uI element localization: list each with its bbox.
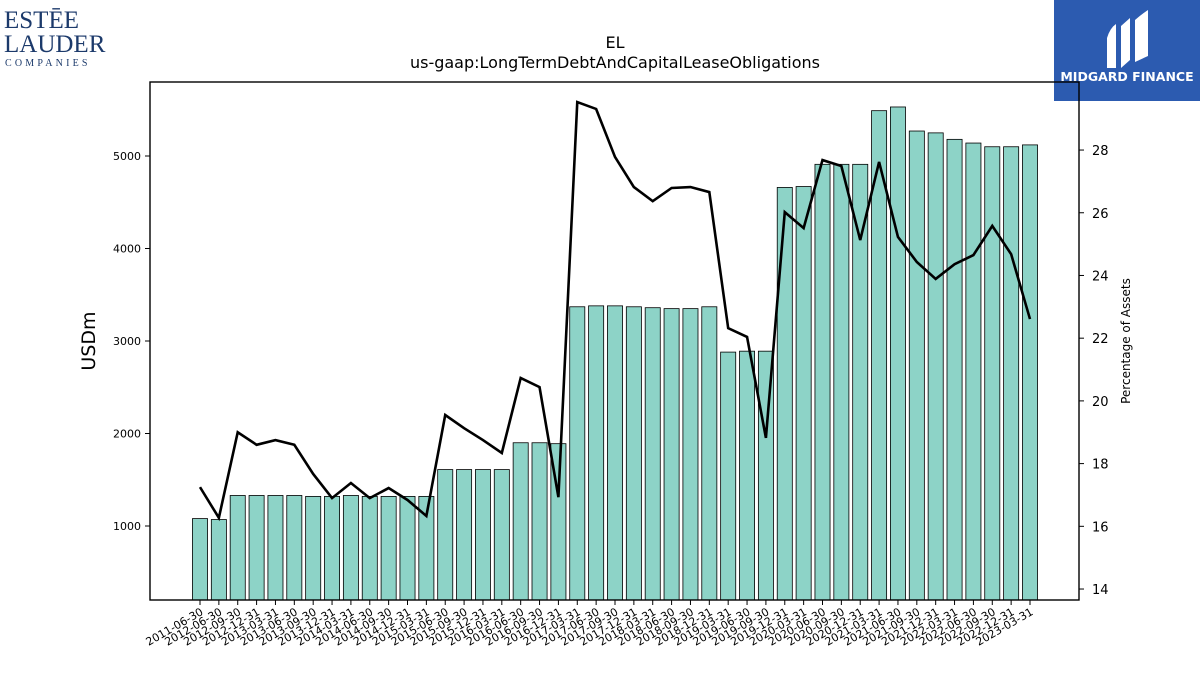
bar: [720, 351, 737, 601]
bar: [305, 495, 322, 601]
bar: [739, 350, 755, 601]
bar: [908, 130, 925, 601]
brand-logo-line: LAUDER: [4, 31, 106, 58]
brand-logo-line: COMPANIES: [5, 58, 91, 69]
y-tick-label: 2000: [113, 428, 141, 441]
bar: [625, 306, 642, 601]
y-axis-label: USDm: [78, 311, 100, 370]
bar: [852, 163, 869, 601]
bar: [456, 469, 473, 601]
bar: [267, 495, 284, 601]
bar: [776, 187, 793, 601]
bar: [607, 305, 623, 601]
y2-tick-label: 20: [1092, 395, 1109, 410]
bar: [399, 495, 416, 601]
y-tick-label: 5000: [113, 150, 141, 163]
bar: [588, 305, 605, 601]
bar: [324, 495, 340, 601]
chart-subtitle: us-gaap:LongTermDebtAndCapitalLeaseOblig…: [410, 53, 820, 72]
y2-tick-label: 28: [1092, 144, 1109, 159]
bar: [342, 495, 359, 601]
bar: [569, 306, 586, 601]
bar: [493, 469, 510, 601]
bar: [965, 142, 982, 601]
bar: [1022, 144, 1038, 601]
bar: [475, 469, 491, 601]
bar: [663, 308, 680, 601]
y2-tick-label: 16: [1092, 520, 1109, 535]
bar: [644, 307, 661, 601]
brand-logo-line: ESTĒE: [4, 7, 79, 34]
bar: [833, 163, 850, 601]
y2-axis-label: Percentage of Assets: [1119, 278, 1133, 404]
y2-tick-label: 14: [1092, 583, 1109, 598]
bar: [248, 495, 265, 601]
y-tick-label: 1000: [113, 520, 141, 533]
y2-tick-label: 18: [1092, 458, 1109, 473]
bar: [512, 442, 529, 601]
bar: [984, 146, 1001, 601]
bar: [192, 518, 208, 601]
bar: [437, 469, 454, 601]
bar: [946, 138, 963, 601]
line: [198, 100, 1032, 522]
bar: [1003, 146, 1020, 601]
bar: [927, 132, 944, 601]
bar: [210, 519, 227, 601]
chart-title: EL: [605, 33, 624, 52]
bar: [286, 495, 303, 601]
bar: [380, 495, 397, 601]
midgard-logo-text: MIDGARD FINANCE: [1060, 69, 1193, 84]
bar: [814, 163, 831, 601]
y-tick-label: 4000: [113, 243, 141, 256]
midgard-icon: [1107, 10, 1148, 68]
bar: [701, 306, 718, 601]
y2-tick-label: 26: [1092, 207, 1109, 222]
y2-tick-label: 22: [1092, 332, 1109, 347]
bar: [361, 495, 378, 601]
bar: [531, 442, 548, 601]
bar: [229, 495, 246, 601]
bar: [682, 308, 699, 601]
bar: [890, 106, 906, 601]
bar: [795, 186, 812, 601]
y2-tick-label: 24: [1092, 269, 1109, 284]
y-tick-label: 3000: [113, 335, 141, 348]
